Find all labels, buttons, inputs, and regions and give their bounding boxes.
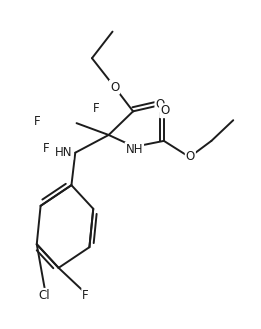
Text: HN: HN	[55, 146, 73, 159]
Text: NH: NH	[126, 143, 143, 156]
Text: O: O	[186, 150, 195, 163]
Text: F: F	[43, 142, 49, 155]
Text: F: F	[93, 102, 100, 115]
Text: F: F	[82, 289, 89, 302]
Text: O: O	[110, 81, 119, 94]
Text: O: O	[155, 98, 165, 111]
Text: F: F	[33, 115, 40, 128]
Text: O: O	[160, 104, 169, 117]
Text: Cl: Cl	[38, 289, 50, 302]
